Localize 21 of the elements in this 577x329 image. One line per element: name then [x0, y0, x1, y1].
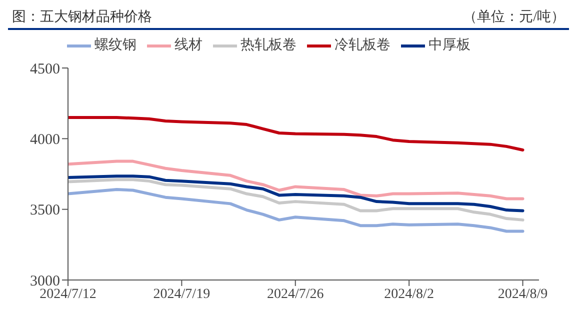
y-tick-label: 4000	[30, 132, 60, 148]
x-tick-label: 2024/7/12	[40, 286, 96, 302]
y-tick-label: 3000	[30, 273, 60, 290]
line-series	[68, 160, 524, 200]
x-tick-label: 2024/7/19	[153, 286, 210, 302]
legend-label: 螺纹钢	[94, 38, 136, 54]
x-tick-label: 2024/8/2	[384, 286, 434, 302]
chart-title: 图：五大钢材品种价格	[12, 8, 152, 26]
legend-label: 线材	[174, 38, 202, 54]
line-series	[68, 188, 524, 233]
line-series	[68, 178, 524, 222]
legend-label: 中厚板	[428, 38, 470, 54]
line-series	[68, 116, 524, 152]
x-tick-label: 2024/8/9	[498, 286, 548, 302]
legend-label: 冷轧板卷	[334, 38, 390, 54]
line-series	[68, 174, 524, 212]
y-tick-label: 4500	[30, 61, 60, 78]
text: （单位：元/吨）	[463, 10, 565, 25]
x-tick-label: 2024/7/26	[266, 286, 324, 302]
y-tick-label: 3500	[30, 202, 60, 219]
legend-label: 热轧板卷	[240, 38, 296, 54]
